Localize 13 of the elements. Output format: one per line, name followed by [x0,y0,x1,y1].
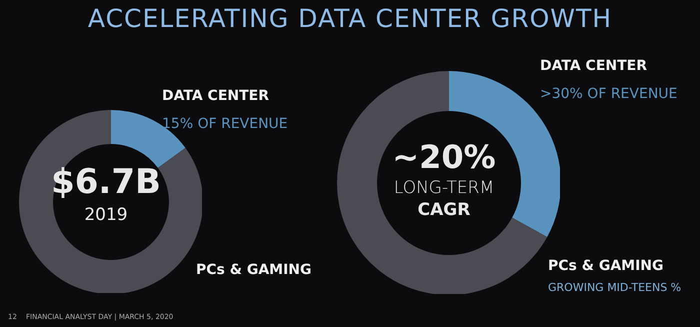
text: ~20% [391,138,497,176]
slice-label: DATA CENTER [162,88,270,104]
text: GROWING MID-TEENS % [548,281,682,294]
text: CAGR [416,200,472,220]
data-label: 15% OF REVENUE [162,116,288,132]
chart-title: ACCELERATING DATA CENTER GROWTH [86,4,614,33]
text: 2019 [83,205,129,225]
data-label: >30% OF REVENUE [540,86,678,102]
text: LONG-TERM [392,178,496,198]
slice-label: PCs & GAMING [548,258,664,274]
text: $6.7B [50,162,162,202]
slice-label: PCs & GAMING [196,262,312,278]
slice-label: DATA CENTER [540,58,648,74]
